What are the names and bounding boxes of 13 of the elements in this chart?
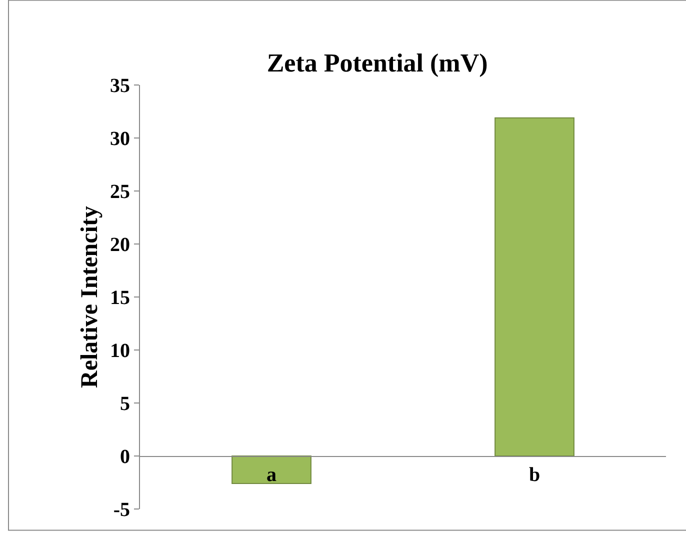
y-tick-label: 5	[120, 393, 130, 415]
y-tick-label: 25	[110, 181, 130, 203]
y-tick-label: 10	[110, 340, 130, 362]
y-tick-label: 15	[110, 287, 130, 309]
x-tick-label: a	[266, 464, 276, 486]
y-tick-label: -5	[113, 499, 130, 521]
x-tick-label: b	[528, 464, 540, 486]
y-tick-label: 20	[110, 234, 130, 256]
y-tick-label: 35	[110, 75, 130, 97]
y-tick-label: 0	[120, 446, 130, 468]
y-tick-label: 30	[110, 128, 130, 150]
y-axis-title: Relative Intencity	[77, 206, 104, 388]
chart-title: Zeta Potential (mV)	[266, 48, 488, 78]
